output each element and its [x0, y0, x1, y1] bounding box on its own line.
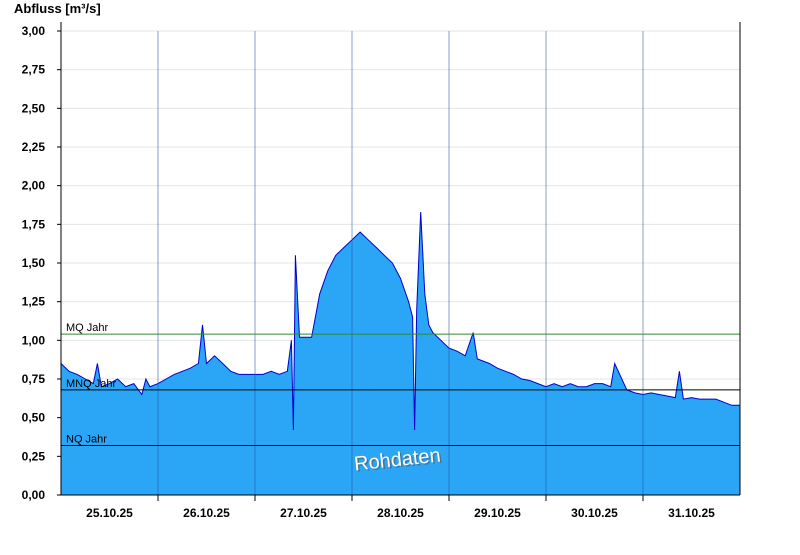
y-tick-label: 0,00: [22, 488, 46, 502]
x-tick-label: 26.10.25: [183, 506, 230, 520]
reference-label: MQ Jahr: [66, 322, 109, 334]
reference-label: MNQ Jahr: [66, 378, 116, 390]
y-tick-label: 1,00: [22, 333, 46, 347]
y-tick-label: 1,75: [22, 217, 46, 231]
y-tick-label: 2,00: [22, 179, 46, 193]
x-tick-label: 28.10.25: [377, 506, 424, 520]
line: [60, 211, 740, 431]
y-tick-label: 1,25: [22, 295, 46, 309]
y-tick-label: 0,25: [22, 449, 46, 463]
x-tick-label: 31.10.25: [668, 506, 715, 520]
y-tick-label: 2,25: [22, 140, 46, 154]
x-tick-label: 27.10.25: [280, 506, 327, 520]
y-tick-label: 1,50: [22, 256, 46, 270]
y-tick-label: 3,00: [22, 24, 46, 38]
y-axis-label: Abfluss [m³/s]: [14, 1, 101, 16]
y-tick-label: 0,75: [22, 372, 46, 386]
y-tick-label: 2,50: [22, 101, 46, 115]
y-tick-label: 0,50: [22, 411, 46, 425]
x-tick-label: 25.10.25: [86, 506, 133, 520]
reference-label: NQ Jahr: [66, 434, 107, 446]
y-tick-label: 2,75: [22, 63, 46, 77]
x-tick-label: 29.10.25: [474, 506, 521, 520]
area: [61, 212, 740, 495]
x-tick-label: 30.10.25: [571, 506, 618, 520]
